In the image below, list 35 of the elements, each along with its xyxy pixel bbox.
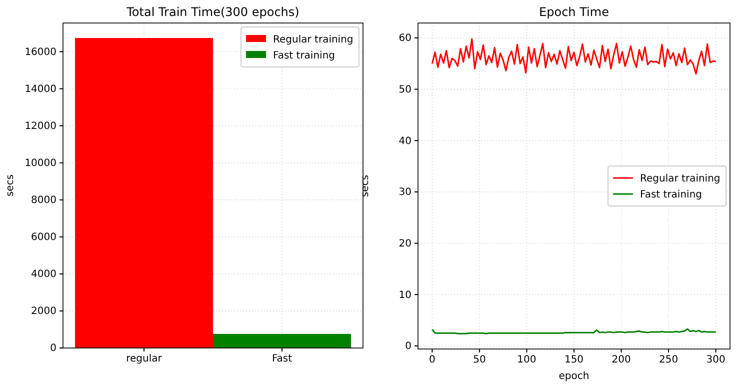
y-tick-label: 40 <box>398 136 412 147</box>
x-tick-label: 250 <box>659 354 678 366</box>
y-tick-label: 16000 <box>24 46 56 58</box>
y-axis-title: secs <box>360 174 371 198</box>
x-tick-label: 200 <box>612 354 631 366</box>
x-tick-label: 300 <box>706 354 726 366</box>
y-tick-label: 60 <box>398 33 412 44</box>
x-axis-title: epoch <box>558 371 590 382</box>
y-tick-label: 10 <box>398 290 412 301</box>
y-tick-label: 50 <box>398 84 412 96</box>
y-tick-label: 30 <box>398 187 412 198</box>
y-tick-label: 12000 <box>24 120 56 132</box>
y-tick-label: 4000 <box>31 269 56 280</box>
legend-label: Regular training <box>273 34 354 46</box>
y-tick-label: 14000 <box>24 84 56 95</box>
y-tick-label: 6000 <box>31 232 56 244</box>
y-tick-label: 10000 <box>24 158 56 170</box>
y-tick-label: 0 <box>405 341 412 352</box>
legend-label: Fast training <box>640 190 702 200</box>
legend-label: Regular training <box>640 174 720 184</box>
chart-title: Total Train Time(300 epochs) <box>126 5 300 19</box>
x-tick-label: regular <box>126 354 163 365</box>
x-tick-label: Fast <box>272 354 292 365</box>
y-tick-label: 20 <box>398 238 412 250</box>
legend-label: Fast training <box>273 50 336 62</box>
x-tick-label: 50 <box>473 354 486 366</box>
chart-title: Epoch Time <box>539 5 609 19</box>
x-tick-label: 0 <box>428 354 436 366</box>
y-tick-label: 2000 <box>31 306 56 318</box>
line-series <box>431 38 717 75</box>
x-tick-label: 150 <box>564 354 584 366</box>
x-tick-label: 100 <box>517 354 536 366</box>
y-tick-label: 8000 <box>31 195 56 206</box>
y-axis-title: secs <box>5 174 16 197</box>
y-tick-label: 0 <box>50 343 56 354</box>
